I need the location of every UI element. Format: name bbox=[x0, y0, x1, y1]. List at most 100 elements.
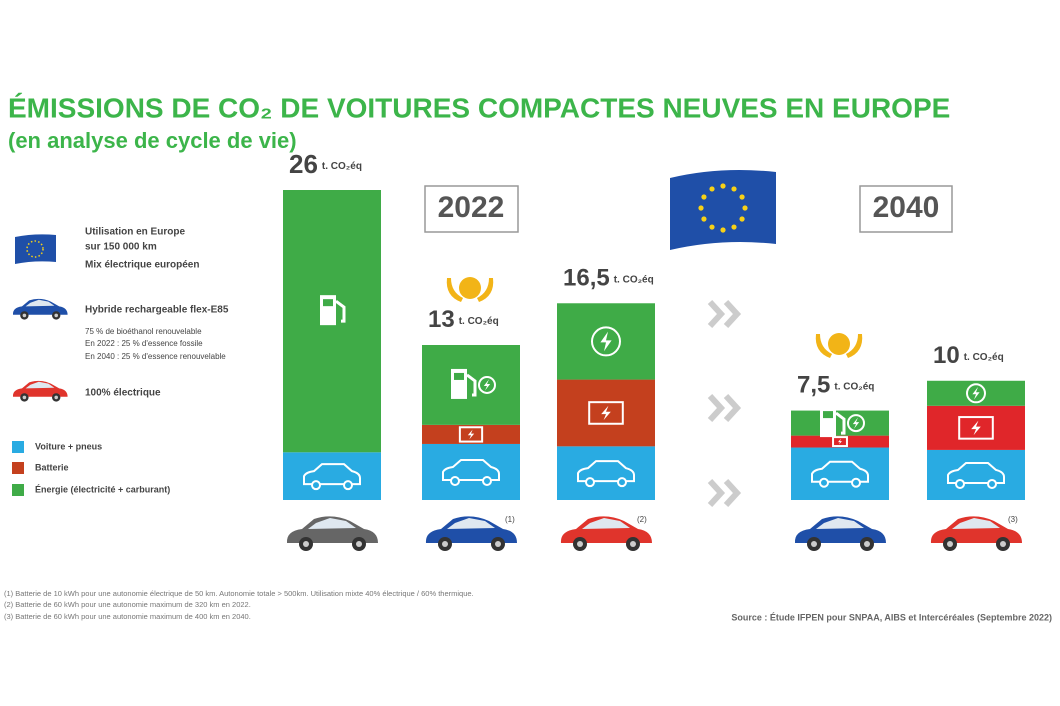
pump-window bbox=[823, 411, 833, 419]
wheel bbox=[343, 480, 353, 491]
star bbox=[701, 216, 707, 222]
car-window bbox=[582, 518, 630, 529]
car-body bbox=[794, 516, 886, 543]
legend-note: En 2040 : 25 % d'essence renouvelable bbox=[85, 352, 226, 361]
car-window bbox=[447, 518, 495, 529]
star bbox=[739, 216, 745, 222]
car bbox=[286, 516, 378, 551]
total-value: 26 bbox=[289, 149, 318, 179]
car-window bbox=[25, 381, 55, 389]
bar-segment bbox=[422, 345, 520, 425]
total-value: 7,5 bbox=[797, 372, 830, 399]
car-icon bbox=[303, 463, 361, 491]
total-value: 10 bbox=[933, 342, 960, 369]
legend-car bbox=[12, 298, 68, 320]
hub bbox=[442, 541, 448, 547]
hub bbox=[1000, 541, 1006, 547]
wheel bbox=[617, 477, 627, 488]
legend-text: Hybride rechargeable flex-E85 bbox=[85, 305, 229, 316]
star bbox=[709, 186, 715, 192]
bolt bbox=[972, 386, 980, 400]
bolt bbox=[467, 429, 475, 440]
star bbox=[731, 224, 737, 230]
hub bbox=[577, 541, 583, 547]
car-body bbox=[425, 516, 517, 543]
total-unit: t. CO₂éq bbox=[614, 274, 654, 285]
wheel bbox=[851, 477, 861, 488]
legend-note: 75 % de bioéthanol renouvelable bbox=[85, 327, 202, 336]
bar-segment bbox=[422, 443, 520, 500]
wheel bbox=[955, 478, 965, 489]
car-window bbox=[25, 299, 55, 307]
car-window bbox=[816, 518, 864, 529]
battery-icon bbox=[832, 436, 848, 448]
legend-swatch bbox=[12, 484, 24, 496]
car bbox=[930, 516, 1022, 551]
title: ÉMISSIONS DE CO₂ DE VOITURES COMPACTES N… bbox=[8, 92, 950, 123]
hub bbox=[303, 541, 309, 547]
legend-label: Batterie bbox=[35, 462, 69, 472]
hub bbox=[630, 541, 636, 547]
total-value: 13 bbox=[428, 306, 455, 333]
car-icon bbox=[442, 458, 500, 486]
wheel bbox=[482, 475, 492, 486]
total-unit: t. CO₂éq bbox=[834, 381, 874, 392]
hub bbox=[811, 541, 817, 547]
energy-icon bbox=[847, 414, 865, 433]
eu-flag bbox=[670, 170, 776, 250]
car-icon bbox=[947, 461, 1005, 489]
car-window bbox=[952, 518, 1000, 529]
total-label: 10 t. CO₂éq bbox=[933, 342, 1004, 369]
footnote: (3) Batterie de 60 kWh pour une autonomi… bbox=[4, 612, 251, 621]
year-label: 2022 bbox=[438, 191, 505, 224]
legend-label: Voiture + pneus bbox=[35, 441, 102, 451]
legend-text: Mix électrique européen bbox=[85, 260, 199, 271]
star bbox=[698, 205, 704, 211]
total-unit: t. CO₂éq bbox=[964, 351, 1004, 362]
footnote: (1) Batterie de 10 kWh pour une autonomi… bbox=[4, 589, 474, 598]
car-body bbox=[12, 380, 68, 397]
battery-icon bbox=[958, 416, 994, 440]
car-outline bbox=[442, 458, 500, 481]
legend-car bbox=[12, 380, 68, 402]
bar-segment bbox=[927, 449, 1025, 500]
hub bbox=[54, 395, 58, 400]
car-icon bbox=[811, 460, 869, 488]
battery-icon bbox=[458, 426, 484, 443]
eu-flag-small bbox=[15, 234, 56, 264]
star bbox=[720, 227, 726, 233]
legend-label: Énergie (électricité + carburant) bbox=[35, 484, 170, 494]
legend-swatch bbox=[12, 462, 24, 474]
car-window bbox=[308, 518, 356, 529]
car-note: (3) bbox=[1008, 515, 1018, 524]
hub bbox=[356, 541, 362, 547]
star bbox=[701, 194, 707, 200]
legend-text: Utilisation en Europe bbox=[85, 227, 185, 238]
pump-hose bbox=[835, 411, 846, 435]
wheel bbox=[819, 477, 829, 488]
legend-note: En 2022 : 25 % d'essence fossile bbox=[85, 339, 203, 348]
battery-icon bbox=[588, 401, 624, 425]
legend-text: sur 150 000 km bbox=[85, 242, 157, 253]
bolt bbox=[483, 379, 491, 391]
car bbox=[560, 516, 652, 551]
star bbox=[731, 186, 737, 192]
hub bbox=[22, 313, 27, 318]
bar-segment bbox=[283, 452, 381, 500]
pump-window bbox=[323, 299, 333, 307]
footnote: (2) Batterie de 60 kWh pour une autonomi… bbox=[4, 600, 251, 609]
total-label: 7,5 t. CO₂éq bbox=[797, 372, 874, 399]
star bbox=[720, 183, 726, 189]
award bbox=[446, 277, 863, 358]
total-unit: t. CO₂éq bbox=[322, 161, 362, 172]
car-icon bbox=[577, 460, 635, 488]
car-outline bbox=[303, 463, 361, 486]
wheel bbox=[585, 477, 595, 488]
total-unit: t. CO₂éq bbox=[459, 316, 499, 327]
star bbox=[739, 194, 745, 200]
car-outline bbox=[811, 460, 869, 483]
total-value: 16,5 bbox=[563, 265, 610, 292]
pump-hose bbox=[335, 299, 346, 323]
bolt bbox=[852, 417, 860, 429]
car-outline bbox=[577, 460, 635, 483]
